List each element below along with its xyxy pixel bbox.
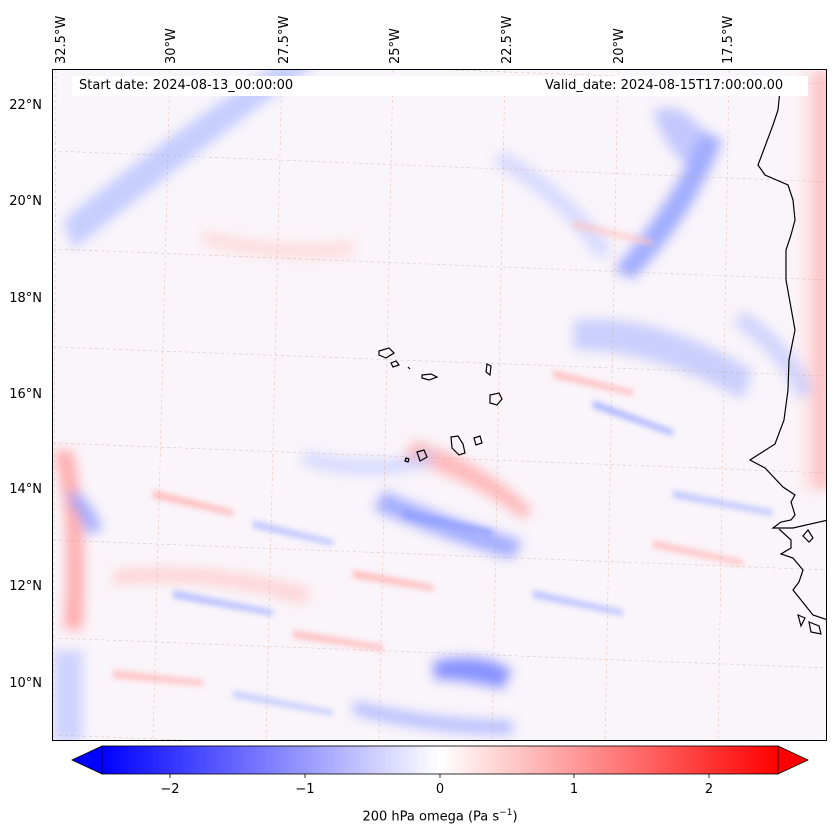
lon-label-22-5w: 22.5°W	[500, 15, 515, 64]
omega-field	[53, 70, 826, 740]
island-sao-vicente	[390, 360, 400, 368]
colorbar	[71, 745, 809, 778]
island-santiago	[450, 435, 466, 456]
lat-label-10n: 10°N	[9, 676, 42, 691]
guinea-coastline	[778, 528, 826, 620]
coastlines	[378, 89, 826, 635]
colorbar-label-main: 200 hPa omega (Pa s	[362, 809, 500, 825]
start-date-label: Start date: 2024-08-13_00:00:00	[79, 78, 294, 93]
colorbar-max-arrow	[777, 745, 809, 775]
lat-label-12n: 12°N	[9, 579, 42, 594]
island-sao-nicolau	[421, 373, 439, 381]
bissagos-island-2	[797, 613, 806, 628]
island-brava	[404, 457, 410, 463]
lat-label-22n: 22°N	[9, 98, 42, 113]
island-boa-vista	[489, 392, 503, 406]
lon-label-32-5w: 32.5°W	[54, 15, 69, 64]
lon-label-30w: 30°W	[164, 28, 179, 64]
lat-label-18n: 18°N	[9, 291, 42, 306]
bissagos-island-1	[802, 528, 814, 543]
lon-label-27-5w: 27.5°W	[277, 15, 292, 64]
colorbar-tick-2: 2	[704, 782, 714, 797]
west-africa-coastline	[748, 89, 826, 529]
colorbar-tick-marks	[169, 774, 710, 778]
colorbar-tick-minus-1: −1	[295, 782, 315, 797]
colorbar-tick-1: 1	[569, 782, 579, 797]
map-panel	[52, 69, 827, 741]
valid-date-label: Valid_date: 2024-08-15T17:00:00.00	[545, 78, 784, 93]
lon-label-17-5w: 17.5°W	[721, 15, 736, 64]
field-broad-features	[53, 70, 826, 740]
date-banner	[72, 76, 808, 96]
colorbar-label-end: )	[512, 809, 518, 825]
lat-label-14n: 14°N	[9, 482, 42, 497]
island-santo-antao	[378, 347, 395, 359]
bissagos-island-3	[808, 621, 822, 635]
colorbar-label: 200 hPa omega (Pa s−1)	[0, 808, 837, 824]
colorbar-ramp	[101, 745, 779, 775]
colorbar-tick-minus-2: −2	[160, 782, 180, 797]
lon-label-25w: 25°W	[388, 28, 403, 64]
colorbar-min-arrow	[71, 745, 103, 775]
island-maio	[473, 435, 483, 446]
lon-label-20w: 20°W	[612, 28, 627, 64]
lat-label-16n: 16°N	[9, 387, 42, 402]
island-sal	[485, 363, 492, 377]
island-fogo	[416, 449, 428, 462]
lat-label-20n: 20°N	[9, 194, 42, 209]
map-gridlines	[53, 70, 826, 740]
colorbar-tick-0: 0	[435, 782, 445, 797]
field-fine-streaks	[113, 220, 773, 716]
colorbar-label-exponent: −1	[499, 808, 513, 818]
island-santa-luzia	[407, 366, 411, 370]
